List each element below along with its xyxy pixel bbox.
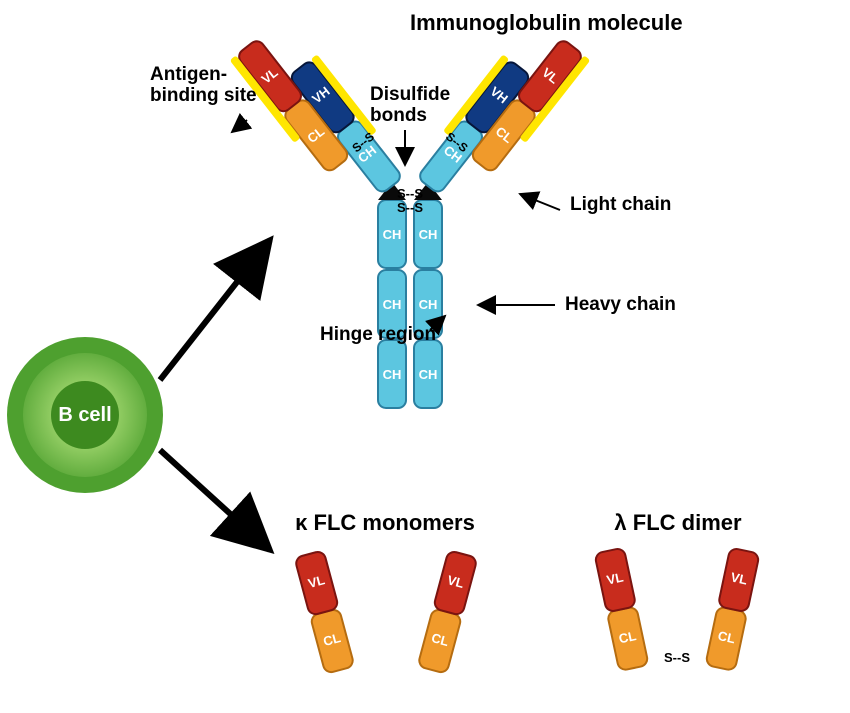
label-kmono: κ FLC monomers	[295, 510, 475, 535]
svg-text:CH: CH	[419, 297, 438, 312]
label-hinge: Hinge region	[320, 324, 436, 345]
svg-text:CH: CH	[419, 227, 438, 242]
svg-text:CH: CH	[383, 297, 402, 312]
dimer-ss: S--S	[664, 650, 690, 665]
ptr-arrow-3	[520, 194, 560, 210]
label-disulfide: Disulfidebonds	[370, 84, 450, 126]
svg-text:CH: CH	[419, 367, 438, 382]
svg-text:CH: CH	[383, 227, 402, 242]
bcell-label: B cell	[58, 404, 111, 426]
flow-arrow-1	[160, 450, 270, 550]
light-chain-d-right	[705, 548, 759, 672]
ptr-arrow-4	[232, 120, 247, 132]
light-chain-k-right	[418, 550, 478, 674]
label-heavy: Heavy chain	[565, 294, 676, 315]
ig-title: Immunoglobulin molecule	[410, 10, 683, 35]
disulfide-bottom: S--S	[397, 200, 423, 215]
light-chain-d-left	[594, 548, 648, 672]
light-chain-k-left	[294, 550, 354, 674]
svg-text:CH: CH	[383, 367, 402, 382]
label-ldimer: λ FLC dimer	[614, 510, 742, 535]
flow-arrow-0	[160, 240, 270, 380]
label-light: Light chain	[570, 194, 671, 215]
disulfide-top: S--S	[397, 186, 423, 201]
